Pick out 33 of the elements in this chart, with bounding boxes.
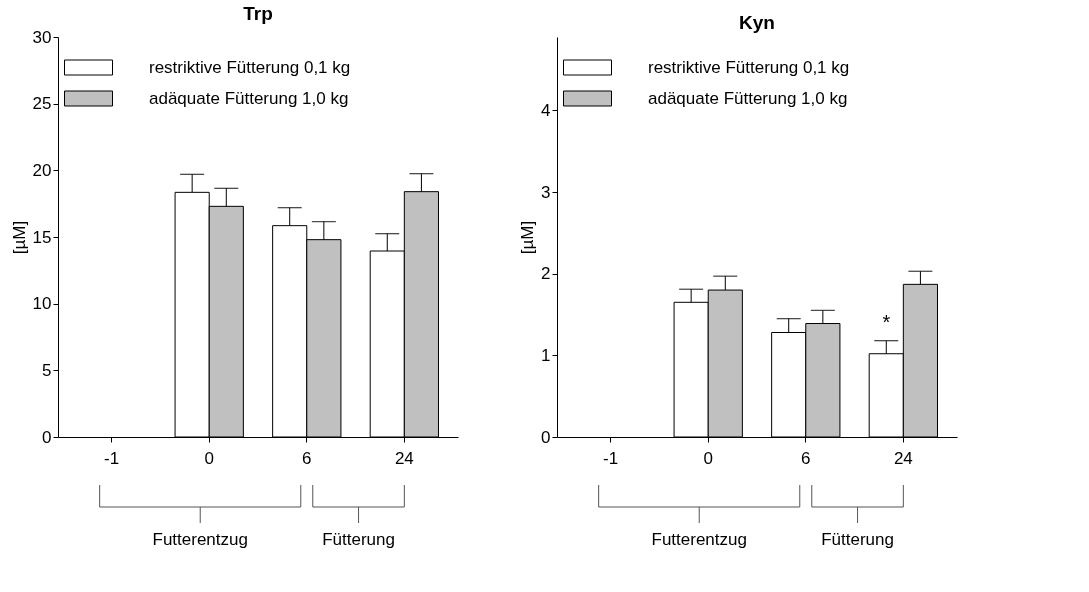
y-tick-label: 10 bbox=[32, 294, 52, 314]
text: Futterentzug bbox=[152, 530, 248, 549]
chart-title: Kyn bbox=[739, 12, 775, 33]
chart-title: Trp bbox=[243, 3, 273, 24]
legend-label: restriktive Fütterung 0,1 kg bbox=[648, 57, 850, 77]
x-tick-label: 6 bbox=[302, 448, 312, 468]
x-tick-label: 24 bbox=[893, 448, 913, 468]
text: Futterentzug bbox=[651, 530, 747, 549]
y-tick-label: 2 bbox=[541, 264, 551, 284]
y-tick-label: 4 bbox=[541, 100, 551, 120]
legend-label: adäquate Fütterung 1,0 kg bbox=[149, 88, 349, 108]
x-tick-label: 24 bbox=[394, 448, 414, 468]
y-tick-label: 20 bbox=[32, 160, 52, 180]
y-tick-label: 3 bbox=[541, 182, 551, 202]
y-tick-label: 30 bbox=[32, 27, 52, 47]
text: Fütterung bbox=[821, 530, 894, 549]
x-tick-label: 0 bbox=[204, 448, 214, 468]
legend-label: restriktive Fütterung 0,1 kg bbox=[149, 57, 351, 77]
y-tick-label: 15 bbox=[32, 227, 52, 247]
x-tick-label: -1 bbox=[104, 448, 120, 468]
y-axis-title: [µM] bbox=[9, 220, 29, 255]
y-tick-label: 1 bbox=[541, 345, 551, 365]
text: Fütterung bbox=[322, 530, 395, 549]
y-tick-label: 0 bbox=[541, 427, 551, 447]
x-tick-label: -1 bbox=[603, 448, 619, 468]
legend-label: adäquate Fütterung 1,0 kg bbox=[648, 88, 848, 108]
x-tick-label: 6 bbox=[801, 448, 811, 468]
y-tick-label: 0 bbox=[42, 427, 52, 447]
y-axis-title: [µM] bbox=[518, 220, 538, 255]
y-tick-label: 5 bbox=[42, 360, 52, 380]
x-tick-label: 0 bbox=[703, 448, 713, 468]
annotation: * bbox=[882, 310, 891, 333]
y-tick-label: 25 bbox=[32, 94, 52, 114]
